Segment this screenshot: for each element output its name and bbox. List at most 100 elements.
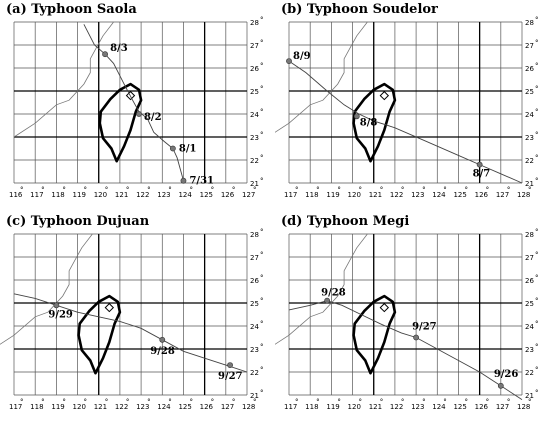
degree-mark: ° — [260, 274, 264, 282]
lat-tick-label: 28 — [525, 19, 534, 27]
lon-tick-label: 127 — [496, 191, 509, 199]
degree-mark: ° — [253, 186, 257, 194]
lon-tick-label: 119 — [326, 191, 339, 199]
degree-mark: ° — [126, 398, 130, 406]
track-point-label: 8/3 — [110, 43, 128, 54]
degree-mark: ° — [260, 108, 264, 116]
lat-tick-label: 23 — [250, 346, 259, 354]
lon-tick-label: 124 — [157, 403, 171, 411]
degree-mark: ° — [535, 366, 539, 374]
lon-tick-label: 128 — [517, 191, 530, 199]
lon-tick-label: 126 — [475, 403, 489, 411]
track-point-label: 9/27 — [412, 322, 437, 333]
degree-mark: ° — [147, 186, 151, 194]
degree-mark: ° — [535, 39, 539, 47]
degree-mark: ° — [535, 251, 539, 259]
degree-mark: ° — [232, 186, 236, 194]
lat-tick-label: 22 — [525, 369, 534, 377]
lon-tick-label: 125 — [200, 191, 213, 199]
degree-mark: ° — [41, 186, 45, 194]
degree-mark: ° — [337, 186, 341, 194]
lon-tick-label: 118 — [30, 403, 43, 411]
degree-mark: ° — [20, 398, 24, 406]
track-point — [497, 382, 504, 389]
track-point — [53, 302, 60, 309]
lon-tick-label: 117 — [30, 191, 43, 199]
track-point-label: 8/7 — [473, 169, 491, 180]
map-svg: 9/289/279/26117°118°119°120°121°122°123°… — [275, 228, 539, 411]
degree-mark: ° — [253, 398, 257, 406]
lon-tick-label: 120 — [94, 191, 107, 199]
track-point — [476, 161, 483, 168]
track-point-label: 9/26 — [494, 369, 519, 380]
lon-tick-label: 123 — [411, 191, 424, 199]
degree-mark: ° — [168, 186, 172, 194]
lat-tick-label: 23 — [250, 134, 259, 142]
panel-d: (d) Typhoon Megi 9/28 9/27 9/26 117 ° 118 ° 119… — [275, 212, 550, 423]
panel-title: (d) Typhoon Megi — [281, 214, 410, 229]
degree-mark: ° — [443, 398, 447, 406]
lon-tick-label: 124 — [432, 403, 446, 411]
degree-mark: ° — [535, 177, 539, 185]
lon-tick-label: 122 — [390, 191, 403, 199]
degree-mark: ° — [359, 186, 363, 194]
degree-mark: ° — [507, 398, 511, 406]
lat-tick-label: 26 — [525, 277, 534, 285]
degree-mark: ° — [443, 186, 447, 194]
lon-tick-label: 125 — [453, 403, 466, 411]
taiwan-outline — [77, 294, 122, 375]
lon-tick-label: 128 — [517, 403, 530, 411]
track-point — [324, 297, 331, 304]
coastline — [275, 233, 368, 345]
degree-mark: ° — [316, 398, 320, 406]
degree-mark: ° — [380, 398, 384, 406]
station-marker — [379, 90, 390, 101]
degree-mark: ° — [260, 131, 264, 139]
panel-title: (b) Typhoon Soudelor — [281, 2, 438, 17]
degree-mark: ° — [401, 398, 405, 406]
lon-tick-label: 127 — [221, 403, 234, 411]
degree-mark: ° — [105, 186, 109, 194]
degree-mark: ° — [260, 389, 264, 397]
lon-tick-label: 121 — [369, 191, 382, 199]
degree-mark: ° — [260, 85, 264, 93]
degree-mark: ° — [260, 320, 264, 328]
degree-mark: ° — [507, 186, 511, 194]
track-point-label: 8/9 — [293, 51, 311, 62]
station-marker — [104, 302, 115, 313]
degree-mark: ° — [260, 177, 264, 185]
lat-tick-label: 26 — [250, 65, 259, 73]
track-point-label: 9/28 — [321, 288, 346, 299]
degree-mark: ° — [401, 186, 405, 194]
lon-tick-label: 117 — [9, 403, 22, 411]
degree-mark: ° — [535, 320, 539, 328]
lat-tick-label: 24 — [250, 111, 259, 119]
track-point — [102, 51, 108, 58]
degree-mark: ° — [359, 398, 363, 406]
coastline — [0, 233, 93, 345]
lat-tick-label: 27 — [250, 42, 259, 50]
lon-tick-label: 117 — [284, 403, 297, 411]
typhoon-track — [288, 300, 523, 400]
track-point — [353, 113, 360, 120]
track-point-label: 7/31 — [189, 176, 214, 187]
lat-tick-label: 25 — [250, 88, 259, 96]
track-point-label: 9/28 — [150, 346, 175, 357]
lon-tick-label: 119 — [73, 191, 86, 199]
panel-b: (b) Typhoon Soudelor 8/9 8/8 8/7 117 ° 118 ° 11… — [275, 0, 550, 211]
degree-mark: ° — [147, 398, 151, 406]
lat-tick-label: 21 — [250, 392, 259, 400]
degree-mark: ° — [84, 186, 88, 194]
track-point-label: 9/27 — [218, 371, 243, 382]
degree-mark: ° — [380, 186, 384, 194]
degree-mark: ° — [535, 154, 539, 162]
degree-mark: ° — [260, 39, 264, 47]
lon-tick-label: 118 — [51, 191, 64, 199]
coastline — [275, 21, 368, 133]
map-svg: 8/38/28/17/31116°117°118°119°120°121°122… — [9, 16, 264, 199]
degree-mark: ° — [41, 398, 45, 406]
lat-tick-label: 22 — [250, 157, 259, 165]
track-point-label: 8/2 — [144, 112, 162, 123]
degree-mark: ° — [528, 398, 532, 406]
lat-tick-label: 21 — [525, 392, 534, 400]
